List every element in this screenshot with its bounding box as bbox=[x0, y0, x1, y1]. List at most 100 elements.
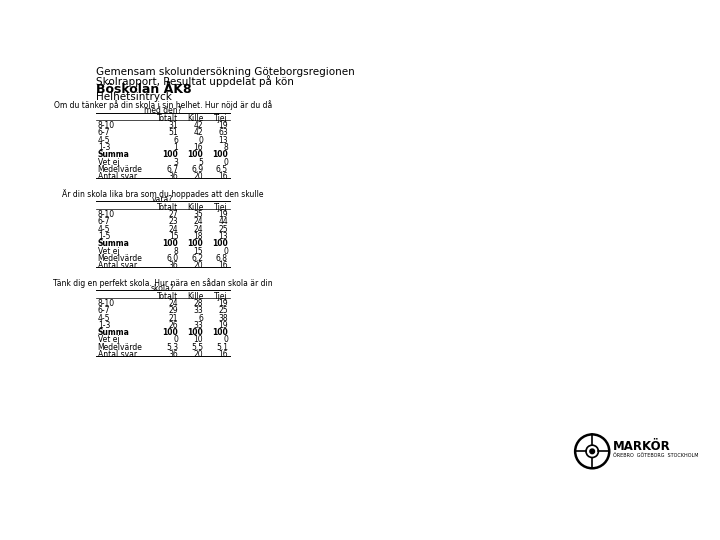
Text: 63: 63 bbox=[218, 129, 228, 137]
Text: Kille: Kille bbox=[186, 114, 203, 123]
Text: skola?: skola? bbox=[151, 284, 175, 293]
Text: 33: 33 bbox=[194, 321, 203, 330]
Text: 20: 20 bbox=[194, 261, 203, 270]
Text: Summa: Summa bbox=[98, 328, 130, 337]
Text: 100: 100 bbox=[163, 150, 179, 159]
Text: 6.0: 6.0 bbox=[166, 254, 179, 263]
Text: 0: 0 bbox=[223, 335, 228, 345]
Circle shape bbox=[590, 449, 595, 454]
Text: Kille: Kille bbox=[186, 292, 203, 301]
Text: med den?: med den? bbox=[144, 106, 181, 116]
Text: 100: 100 bbox=[187, 328, 203, 337]
Text: 5: 5 bbox=[198, 158, 203, 166]
Text: 25: 25 bbox=[218, 225, 228, 234]
Text: 38: 38 bbox=[218, 314, 228, 322]
Text: 4-5: 4-5 bbox=[98, 314, 110, 322]
Text: Antal svar: Antal svar bbox=[98, 261, 137, 270]
Text: 1-3: 1-3 bbox=[98, 321, 110, 330]
Text: 23: 23 bbox=[168, 217, 179, 226]
Text: 4-5: 4-5 bbox=[98, 136, 110, 145]
Text: 25: 25 bbox=[218, 306, 228, 315]
Text: 24: 24 bbox=[168, 299, 179, 308]
Text: 6.2: 6.2 bbox=[191, 254, 203, 263]
Text: 1-5: 1-5 bbox=[98, 232, 110, 241]
Text: Kille: Kille bbox=[186, 202, 203, 212]
Text: 16: 16 bbox=[194, 143, 203, 152]
Text: 16: 16 bbox=[218, 350, 228, 359]
Text: 8-10: 8-10 bbox=[98, 210, 115, 219]
Text: Medelvärde: Medelvärde bbox=[98, 165, 143, 174]
Text: 29: 29 bbox=[168, 306, 179, 315]
Text: 100: 100 bbox=[187, 239, 203, 248]
Text: Tänk dig en perfekt skola. Hur nära en sådan skola är din: Tänk dig en perfekt skola. Hur nära en s… bbox=[53, 278, 273, 288]
Text: 36: 36 bbox=[168, 261, 179, 270]
Text: 5.1: 5.1 bbox=[216, 343, 228, 352]
Text: Tjej: Tjej bbox=[215, 292, 228, 301]
Text: 19: 19 bbox=[218, 210, 228, 219]
Text: Medelvärde: Medelvärde bbox=[98, 254, 143, 263]
Text: 0: 0 bbox=[223, 158, 228, 166]
Text: 16: 16 bbox=[218, 261, 228, 270]
Text: vara?: vara? bbox=[152, 195, 174, 204]
Text: 1: 1 bbox=[174, 143, 179, 152]
Text: Böskolan ÅK8: Böskolan ÅK8 bbox=[96, 83, 192, 96]
Text: 6-7: 6-7 bbox=[98, 129, 110, 137]
Text: 6: 6 bbox=[174, 136, 179, 145]
Text: 13: 13 bbox=[218, 232, 228, 241]
Text: Summa: Summa bbox=[98, 239, 130, 248]
Text: 8: 8 bbox=[174, 247, 179, 255]
Text: 26: 26 bbox=[168, 321, 179, 330]
Text: 5.5: 5.5 bbox=[191, 343, 203, 352]
Text: 0: 0 bbox=[198, 136, 203, 145]
Text: 100: 100 bbox=[187, 150, 203, 159]
Text: 4-5: 4-5 bbox=[98, 225, 110, 234]
Text: 36: 36 bbox=[168, 172, 179, 181]
Text: 24: 24 bbox=[168, 225, 179, 234]
Text: 1-3: 1-3 bbox=[98, 143, 110, 152]
Text: 35: 35 bbox=[194, 210, 203, 219]
Text: 100: 100 bbox=[163, 328, 179, 337]
Text: Helhetsintryck: Helhetsintryck bbox=[96, 92, 172, 102]
Text: 16: 16 bbox=[218, 172, 228, 181]
Text: MARKÖR: MARKÖR bbox=[613, 440, 671, 453]
Text: 15: 15 bbox=[168, 232, 179, 241]
Text: 19: 19 bbox=[218, 299, 228, 308]
Text: 33: 33 bbox=[194, 306, 203, 315]
Text: 6.5: 6.5 bbox=[216, 165, 228, 174]
Text: 21: 21 bbox=[169, 314, 179, 322]
Text: Summa: Summa bbox=[98, 150, 130, 159]
Text: 8-10: 8-10 bbox=[98, 299, 115, 308]
Text: 20: 20 bbox=[194, 350, 203, 359]
Text: ÖREBRO  GÖTEBORG  STOCKHOLM: ÖREBRO GÖTEBORG STOCKHOLM bbox=[613, 453, 698, 458]
Text: 6.9: 6.9 bbox=[191, 165, 203, 174]
Text: 15: 15 bbox=[194, 247, 203, 255]
Text: 20: 20 bbox=[194, 172, 203, 181]
Text: 24: 24 bbox=[194, 217, 203, 226]
Text: 51: 51 bbox=[168, 129, 179, 137]
Text: 8-10: 8-10 bbox=[98, 121, 115, 130]
Text: Vet ej: Vet ej bbox=[98, 335, 120, 345]
Text: 6: 6 bbox=[198, 314, 203, 322]
Text: 100: 100 bbox=[212, 328, 228, 337]
Text: 100: 100 bbox=[163, 239, 179, 248]
Text: 31: 31 bbox=[168, 121, 179, 130]
Text: 10: 10 bbox=[194, 335, 203, 345]
Text: 42: 42 bbox=[194, 129, 203, 137]
Text: Tjej: Tjej bbox=[215, 114, 228, 123]
Text: 6.7: 6.7 bbox=[166, 165, 179, 174]
Text: 6-7: 6-7 bbox=[98, 217, 110, 226]
Text: 0: 0 bbox=[174, 335, 179, 345]
Text: Antal svar: Antal svar bbox=[98, 172, 137, 181]
Text: 8: 8 bbox=[223, 143, 228, 152]
Text: Antal svar: Antal svar bbox=[98, 350, 137, 359]
Text: Vet ej: Vet ej bbox=[98, 158, 120, 166]
Text: Är din skola lika bra som du hoppades att den skulle: Är din skola lika bra som du hoppades at… bbox=[62, 189, 264, 199]
Text: 100: 100 bbox=[212, 150, 228, 159]
Text: 28: 28 bbox=[194, 299, 203, 308]
Text: Gemensam skolundersökning Göteborgsregionen: Gemensam skolundersökning Göteborgsregio… bbox=[96, 67, 355, 77]
Text: 24: 24 bbox=[194, 225, 203, 234]
Text: 44: 44 bbox=[218, 217, 228, 226]
Text: 6-7: 6-7 bbox=[98, 306, 110, 315]
Text: Tjej: Tjej bbox=[215, 202, 228, 212]
Text: 27: 27 bbox=[168, 210, 179, 219]
